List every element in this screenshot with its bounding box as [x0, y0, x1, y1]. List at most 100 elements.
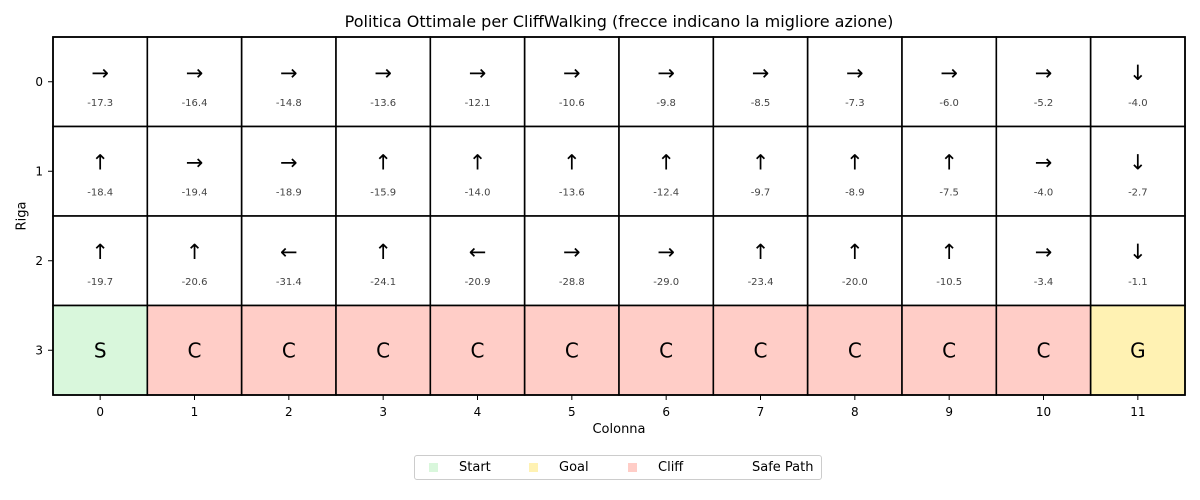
state-value-label: -17.3 [87, 98, 113, 109]
policy-arrow: → [91, 61, 109, 85]
grid-cell [995, 36, 1092, 128]
legend: Start Goal Cliff Safe Path [414, 455, 822, 480]
cliff-cell-label: C [376, 338, 390, 362]
grid-cells: → -17.3 → -16.4 → -14.8 → -13.6 → -12.1 → -10.6 → -9.… [52, 36, 1186, 396]
grid-cell [523, 36, 620, 128]
policy-arrow: ↑ [186, 240, 204, 264]
policy-arrow: ↑ [91, 150, 109, 174]
legend-swatch-goal [529, 463, 538, 472]
x-tick-label: 11 [1130, 405, 1145, 419]
policy-arrow: → [469, 61, 487, 85]
policy-arrow: → [563, 240, 581, 264]
grid-cell [240, 215, 337, 307]
grid-cell [901, 125, 998, 217]
goal-cell-label: G [1130, 338, 1146, 362]
y-tick-label: 2 [35, 254, 43, 268]
cliff-cell-label: C [848, 338, 862, 362]
policy-arrow: → [280, 150, 298, 174]
state-value-label: -20.6 [182, 277, 208, 288]
x-tick-label: 5 [568, 405, 576, 419]
x-tick-label: 4 [474, 405, 482, 419]
grid-cell [901, 36, 998, 128]
grid-cell [52, 215, 149, 307]
state-value-label: -20.9 [465, 277, 491, 288]
grid-cell [146, 215, 243, 307]
policy-arrow: → [846, 61, 864, 85]
policy-arrow: ↓ [1129, 150, 1147, 174]
legend-label-goal: Goal [559, 460, 589, 475]
cliff-cell-label: C [188, 338, 202, 362]
y-tick-label: 3 [35, 343, 43, 357]
grid-cell [712, 215, 809, 307]
grid-cell [240, 125, 337, 217]
state-value-label: -15.9 [370, 187, 396, 198]
policy-arrow: → [657, 240, 675, 264]
grid-cell [52, 125, 149, 217]
cliff-cell [806, 304, 903, 396]
x-tick-label: 6 [662, 405, 670, 419]
grid-cell [523, 125, 620, 217]
policy-arrow: ↑ [91, 240, 109, 264]
cliff-cell-label: C [942, 338, 956, 362]
policy-arrow: → [1035, 240, 1053, 264]
state-value-label: -4.0 [1128, 98, 1148, 109]
grid-cell [429, 215, 526, 307]
policy-arrow: ↑ [752, 150, 770, 174]
x-tick-label: 2 [285, 405, 293, 419]
cliff-cell [712, 304, 809, 396]
legend-swatch-start [429, 463, 438, 472]
state-value-label: -13.6 [370, 98, 396, 109]
axis-ticks: 0 1 2 3 4 5 6 7 8 9 10 11 0 1 2 3 [35, 75, 1145, 419]
policy-arrow: → [940, 61, 958, 85]
cliff-cell [523, 304, 620, 396]
state-value-label: -6.0 [939, 98, 959, 109]
legend-swatch-safe-path [722, 463, 731, 472]
policy-arrow: ↑ [563, 150, 581, 174]
x-tick-label: 8 [851, 405, 859, 419]
legend-swatch-cliff [628, 463, 637, 472]
policy-arrow: ↑ [846, 150, 864, 174]
legend-label-safe-path: Safe Path [752, 460, 814, 475]
grid-cell [523, 215, 620, 307]
state-value-label: -7.5 [939, 187, 959, 198]
state-value-label: -20.0 [842, 277, 868, 288]
y-axis-label: Riga [14, 201, 30, 231]
grid-cell [1089, 36, 1186, 128]
state-value-label: -19.4 [182, 187, 208, 198]
policy-arrow: → [1035, 150, 1053, 174]
chart-title: Politica Ottimale per CliffWalking (frec… [344, 12, 894, 31]
policy-arrow: ↑ [940, 150, 958, 174]
state-value-label: -2.7 [1128, 187, 1148, 198]
grid-cell [335, 215, 432, 307]
grid-cell [146, 36, 243, 128]
state-value-label: -23.4 [748, 277, 774, 288]
policy-arrow: ↑ [752, 240, 770, 264]
cliff-cell [429, 304, 526, 396]
policy-arrow: ↓ [1129, 61, 1147, 85]
state-value-label: -13.6 [559, 187, 585, 198]
grid-cell [712, 125, 809, 217]
cliff-cell-label: C [1037, 338, 1051, 362]
state-value-label: -3.4 [1034, 277, 1054, 288]
x-tick-label: 10 [1036, 405, 1051, 419]
state-value-label: -14.0 [465, 187, 491, 198]
state-value-label: -28.8 [559, 277, 585, 288]
x-tick-label: 1 [191, 405, 199, 419]
cliff-cell-label: C [754, 338, 768, 362]
policy-arrow: ↑ [469, 150, 487, 174]
state-value-label: -8.5 [751, 98, 771, 109]
policy-arrow: → [1035, 61, 1053, 85]
state-value-label: -29.0 [653, 277, 679, 288]
state-value-label: -14.8 [276, 98, 302, 109]
y-tick-label: 1 [35, 164, 43, 178]
policy-arrow: → [657, 61, 675, 85]
state-value-label: -5.2 [1034, 98, 1054, 109]
state-value-label: -7.3 [845, 98, 865, 109]
grid-cell [240, 36, 337, 128]
cliff-cell-label: C [565, 338, 579, 362]
state-value-label: -18.9 [276, 187, 302, 198]
policy-arrow: → [563, 61, 581, 85]
policy-arrow: ↑ [940, 240, 958, 264]
x-tick-label: 9 [945, 405, 953, 419]
